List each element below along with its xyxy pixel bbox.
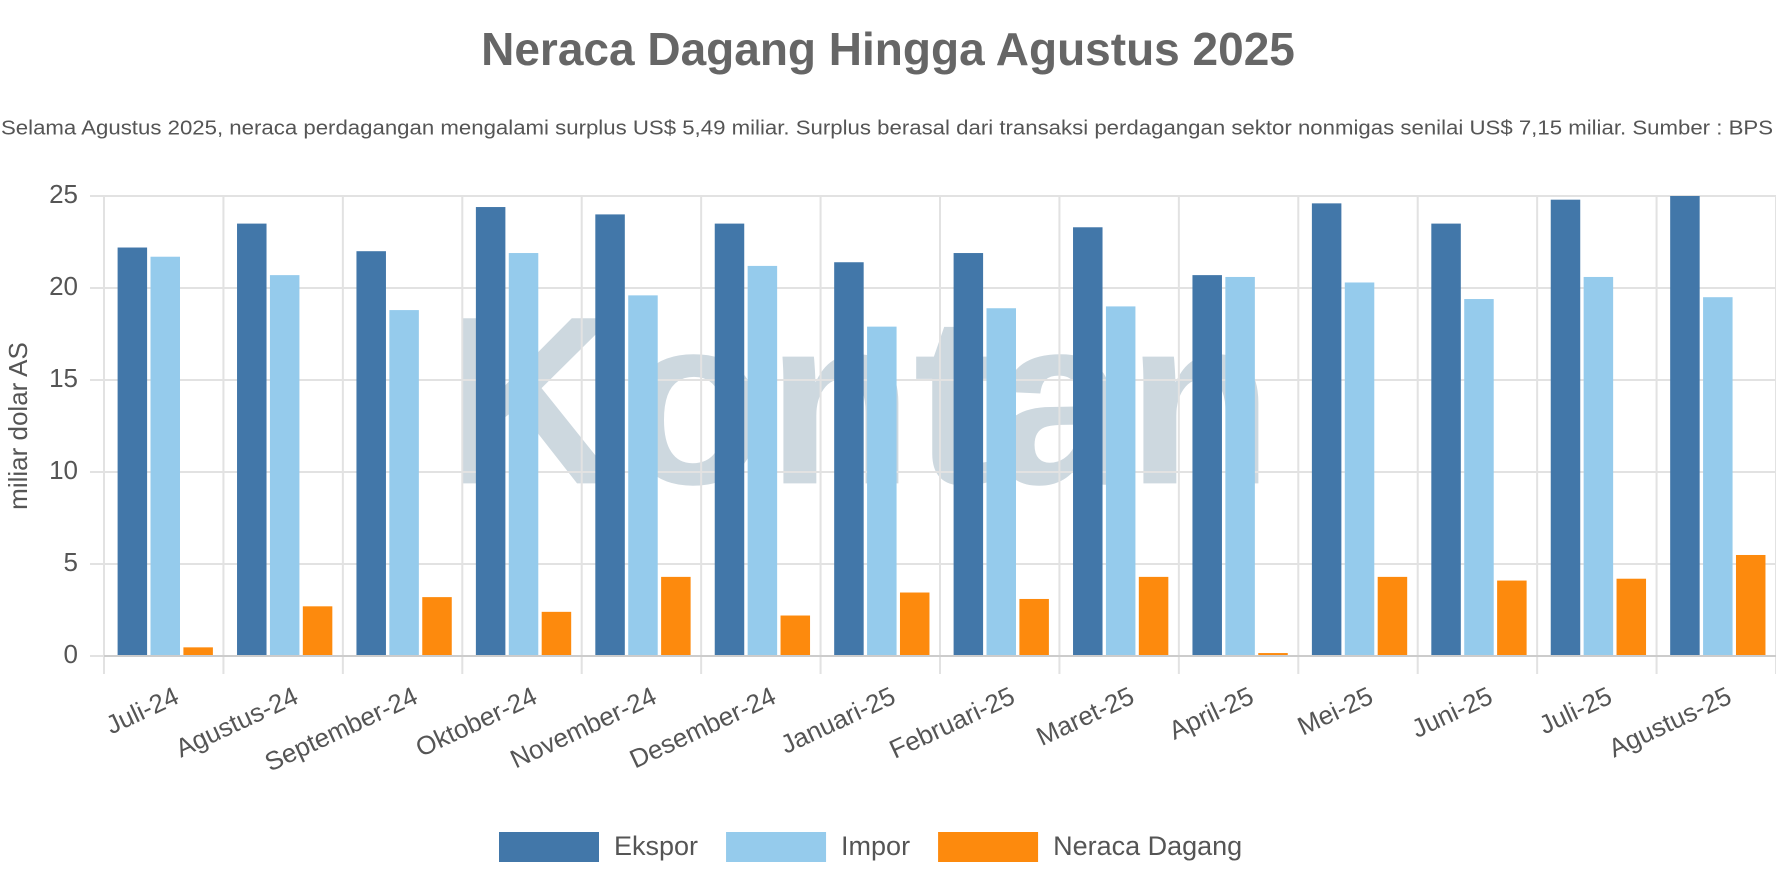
bar bbox=[1138, 576, 1169, 656]
bar bbox=[747, 265, 778, 656]
chart-subtitle: Selama Agustus 2025, neraca perdagangan … bbox=[1, 116, 1773, 139]
bar bbox=[1311, 203, 1342, 657]
x-tick-label: Juli-24 bbox=[101, 680, 183, 740]
x-tick-label: Februari-25 bbox=[885, 680, 1019, 764]
bar bbox=[1225, 276, 1255, 656]
bar bbox=[1703, 297, 1733, 656]
legend-label: Impor bbox=[841, 831, 910, 861]
legend-swatch bbox=[938, 832, 1039, 862]
bar bbox=[389, 310, 419, 656]
bar bbox=[422, 597, 452, 656]
bar bbox=[1258, 653, 1288, 656]
y-axis-label: miliar dolar AS bbox=[3, 342, 33, 510]
bar bbox=[1497, 580, 1527, 656]
y-tick-label: 20 bbox=[49, 271, 78, 301]
bar bbox=[953, 253, 984, 657]
bar bbox=[1616, 578, 1647, 656]
y-tick-label: 0 bbox=[64, 639, 78, 669]
bar bbox=[714, 223, 745, 656]
x-tick-label: Januari-25 bbox=[776, 680, 900, 759]
bar bbox=[867, 326, 897, 656]
bar bbox=[1073, 227, 1103, 656]
bar bbox=[302, 606, 333, 656]
bar bbox=[1105, 306, 1136, 656]
x-tick-label: Juni-25 bbox=[1407, 680, 1497, 743]
y-tick-label: 10 bbox=[49, 455, 78, 485]
bar bbox=[1464, 299, 1494, 656]
bar bbox=[508, 253, 539, 657]
bar bbox=[628, 295, 658, 656]
x-tick-label: Maret-25 bbox=[1032, 680, 1139, 751]
x-tick-label: April-25 bbox=[1164, 680, 1258, 745]
bar bbox=[1431, 223, 1461, 656]
x-tick-label: Mei-25 bbox=[1293, 680, 1378, 741]
bar bbox=[834, 262, 864, 656]
bar bbox=[1344, 282, 1375, 656]
bar bbox=[899, 592, 930, 656]
bar bbox=[237, 223, 267, 656]
x-tick-label: Juli-25 bbox=[1534, 680, 1616, 740]
y-tick-label: 25 bbox=[49, 179, 78, 209]
bar bbox=[780, 615, 811, 656]
bar bbox=[1583, 276, 1614, 656]
legend-label: Neraca Dagang bbox=[1053, 831, 1242, 861]
bar bbox=[269, 275, 300, 656]
y-tick-label: 15 bbox=[49, 363, 78, 393]
bar bbox=[356, 251, 386, 656]
y-tick-label: 5 bbox=[64, 547, 78, 577]
bar bbox=[183, 647, 213, 656]
bar bbox=[1670, 196, 1700, 656]
x-tick-label: Agustus-25 bbox=[1604, 680, 1736, 763]
bar bbox=[595, 214, 625, 656]
legend-swatch bbox=[726, 832, 827, 862]
bar bbox=[986, 308, 1016, 656]
bar bbox=[1550, 199, 1581, 656]
bar bbox=[1192, 275, 1222, 656]
bar bbox=[150, 256, 180, 656]
bar bbox=[1019, 598, 1049, 656]
chart-title: Neraca Dagang Hingga Agustus 2025 bbox=[481, 23, 1295, 75]
bar bbox=[541, 611, 572, 656]
bar bbox=[1377, 576, 1408, 656]
bar bbox=[1735, 554, 1766, 656]
bar bbox=[661, 576, 691, 656]
bar bbox=[475, 207, 506, 657]
legend-label: Ekspor bbox=[614, 831, 698, 861]
legend-swatch bbox=[499, 832, 599, 862]
bar bbox=[117, 247, 148, 656]
